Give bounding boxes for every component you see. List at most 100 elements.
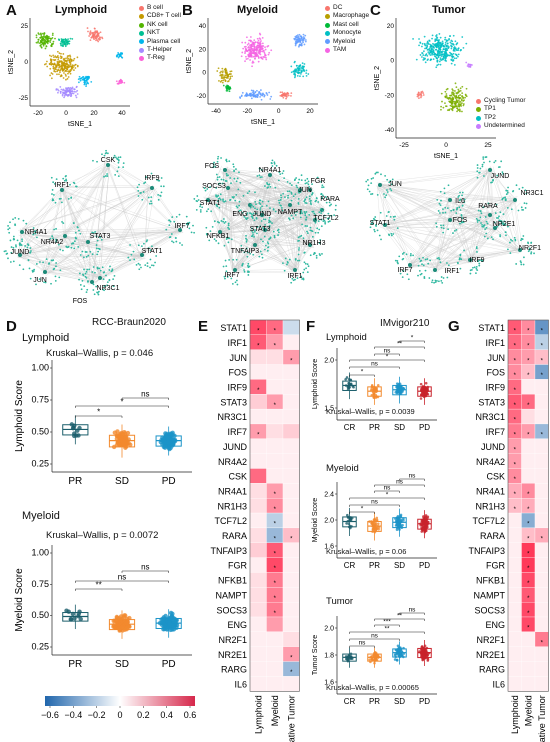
- x-tick-label: 0: [277, 108, 281, 115]
- data-point: [344, 377, 347, 381]
- cell-point: [39, 32, 42, 35]
- cell-point: [69, 37, 72, 40]
- cell-point: [50, 58, 53, 61]
- cell-point: [258, 44, 261, 47]
- cell-point: [99, 38, 101, 41]
- cell-point: [258, 37, 261, 40]
- cell-point: [39, 44, 42, 47]
- cell-point: [295, 39, 298, 42]
- cell-point: [76, 93, 79, 95]
- cell-point: [299, 73, 302, 75]
- cell-point: [74, 63, 77, 66]
- cell-point: [51, 34, 54, 37]
- cell-point: [241, 51, 244, 54]
- cell-point: [220, 79, 223, 82]
- y-tick-label: 1.5: [324, 406, 334, 413]
- x-axis-label: tSNE_1: [68, 121, 92, 128]
- cell-point: [57, 56, 60, 59]
- cell-point: [218, 79, 220, 82]
- cell-point: [60, 40, 63, 43]
- cell-point: [300, 71, 303, 73]
- cell-point: [243, 46, 246, 48]
- cell-point: [66, 90, 68, 93]
- cell-point: [255, 55, 258, 58]
- cell-point: [65, 40, 68, 42]
- cell-point: [51, 32, 54, 35]
- cell-point: [89, 33, 92, 36]
- cell-point: [101, 37, 104, 40]
- cell-point: [299, 35, 302, 38]
- cell-point: [69, 70, 72, 73]
- cell-point: [52, 58, 55, 61]
- cell-point: [91, 35, 94, 38]
- cell-point: [50, 55, 53, 58]
- cell-point: [50, 37, 53, 40]
- cell-point: [257, 60, 260, 63]
- cell-point: [298, 71, 301, 74]
- cell-point: [254, 41, 257, 44]
- cell-point: [121, 56, 124, 59]
- cell-point: [69, 58, 72, 61]
- panel-letter-c: C: [370, 2, 381, 19]
- cell-point: [298, 65, 300, 68]
- cell-point: [42, 44, 45, 47]
- cell-point: [250, 54, 253, 56]
- data-point: [398, 387, 402, 391]
- x-tick-label: 40: [118, 110, 126, 117]
- cell-point: [67, 76, 70, 78]
- cell-point: [52, 54, 55, 57]
- data-point: [373, 386, 377, 390]
- cell-point: [94, 31, 97, 33]
- cell-point: [293, 69, 296, 72]
- data-point: [370, 386, 374, 390]
- cell-point: [294, 38, 296, 41]
- cell-point: [298, 33, 301, 36]
- cell-point: [71, 90, 74, 93]
- cell-point: [64, 70, 66, 73]
- cell-point: [62, 69, 65, 71]
- cell-point: [290, 65, 293, 68]
- cell-point: [263, 51, 266, 54]
- cell-point: [303, 63, 306, 65]
- cell-point: [119, 55, 122, 57]
- cell-point: [249, 55, 251, 58]
- cell-point: [259, 56, 262, 59]
- data-point: [347, 383, 351, 387]
- cell-point: [79, 77, 82, 80]
- y-tick-label: -25: [19, 95, 29, 102]
- cell-point: [257, 51, 260, 54]
- cell-point: [82, 78, 85, 81]
- data-point: [352, 385, 355, 389]
- cell-point: [65, 75, 67, 77]
- cell-point: [254, 55, 257, 58]
- y-tick-label: 0: [24, 59, 28, 66]
- cell-point: [40, 43, 43, 46]
- y-tick-label: -20: [197, 93, 207, 100]
- cell-point: [67, 38, 69, 41]
- cell-point: [69, 62, 72, 64]
- cell-point: [119, 79, 122, 82]
- cell-point: [43, 32, 46, 35]
- cell-point: [83, 83, 86, 86]
- cell-point: [56, 50, 59, 53]
- cell-point: [40, 34, 43, 36]
- cell-point: [65, 62, 68, 65]
- cell-point: [247, 42, 250, 45]
- cell-point: [73, 57, 76, 60]
- cell-point: [45, 60, 48, 63]
- cell-point: [73, 69, 75, 71]
- cell-point: [59, 71, 61, 74]
- cell-point: [55, 89, 58, 91]
- cell-point: [300, 38, 303, 40]
- cell-point: [65, 57, 67, 60]
- cell-point: [70, 69, 73, 71]
- cell-point: [73, 65, 75, 67]
- cell-point: [264, 46, 266, 49]
- cell-point: [37, 40, 40, 43]
- cell-point: [299, 44, 302, 47]
- cell-point: [251, 49, 254, 52]
- cell-point: [221, 81, 224, 84]
- data-point: [421, 394, 425, 397]
- cell-point: [249, 52, 252, 55]
- cell-point: [76, 64, 79, 67]
